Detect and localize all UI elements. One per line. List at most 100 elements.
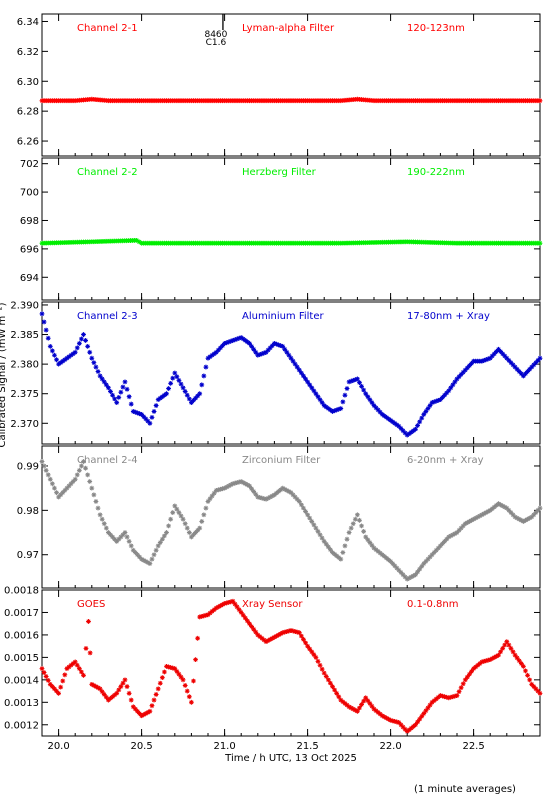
data-point (423, 558, 429, 564)
data-point (141, 557, 147, 563)
flare-class-label: C1.6 (206, 38, 227, 48)
data-point (388, 717, 393, 723)
data-point (523, 371, 528, 377)
data-point (325, 677, 331, 683)
data-point (423, 708, 429, 714)
data-point (417, 419, 423, 425)
data-point (413, 426, 418, 432)
data-point (58, 492, 64, 498)
data-point (521, 519, 526, 524)
data-point (413, 572, 418, 578)
data-point (502, 504, 508, 510)
data-point (489, 656, 495, 661)
data-point (338, 406, 344, 411)
data-point (118, 389, 124, 395)
data-point (284, 487, 290, 493)
data-point (290, 492, 296, 498)
data-point (440, 395, 445, 400)
data-point (311, 522, 317, 528)
data-point (375, 710, 381, 715)
data-point (467, 519, 472, 524)
data-point (284, 349, 290, 355)
panel-filter-label: Lyman-alpha Filter (242, 23, 335, 34)
y-tick-label: 6.28 (17, 107, 39, 118)
data-point (450, 694, 456, 700)
data-point (402, 726, 408, 732)
data-point (255, 352, 261, 358)
data-point (209, 493, 215, 499)
data-point (284, 629, 290, 634)
data-point (452, 531, 458, 537)
y-tick-label: 0.0012 (4, 720, 39, 731)
data-point (116, 395, 122, 400)
data-point (203, 364, 209, 370)
data-point (398, 570, 404, 575)
panel-1: 6.26 6.28 6.30 6.32 6.34 Channel 2-1 Lyman-alp… (17, 13, 543, 157)
data-point (454, 530, 460, 535)
data-point (172, 503, 178, 509)
data-point (384, 414, 389, 420)
data-point (174, 669, 180, 674)
data-point (201, 512, 207, 518)
data-point (292, 629, 298, 634)
data-point (446, 695, 452, 701)
data-point (379, 552, 385, 558)
data-point (257, 352, 263, 357)
data-point (462, 521, 468, 527)
data-point (367, 701, 373, 706)
data-point (218, 345, 223, 351)
data-point (261, 350, 267, 356)
x-tick-label: 21.5 (296, 741, 318, 752)
data-point (83, 646, 89, 651)
y-tick-label: 696 (20, 244, 39, 255)
data-point (253, 629, 259, 635)
panel-frame (41, 589, 541, 737)
data-point (128, 543, 134, 549)
data-point (317, 662, 323, 668)
data-point (510, 649, 516, 655)
data-point (514, 515, 520, 521)
data-point (537, 355, 543, 361)
data-point (66, 483, 72, 489)
data-point (365, 698, 371, 704)
data-point (201, 613, 207, 619)
y-tick-label: 2.385 (10, 330, 39, 341)
data-point (189, 699, 194, 705)
data-point (533, 360, 539, 366)
data-series (39, 311, 543, 438)
data-point (516, 369, 522, 374)
data-point (116, 536, 122, 542)
data-point (114, 690, 120, 696)
data-point (74, 345, 80, 351)
data-point (342, 392, 348, 398)
data-point (118, 684, 124, 689)
data-point (373, 405, 379, 411)
data-point (506, 642, 512, 648)
data-point (253, 349, 259, 355)
data-point (394, 719, 400, 725)
data-point (272, 634, 277, 640)
data-point (516, 516, 522, 522)
y-tick-label: 0.0018 (4, 586, 39, 597)
data-point (168, 665, 174, 670)
data-point (386, 557, 391, 563)
data-point (151, 552, 157, 558)
data-point (278, 487, 284, 493)
data-point (392, 563, 398, 569)
data-point (124, 684, 130, 689)
data-point (411, 724, 416, 729)
data-point (479, 659, 485, 665)
data-point (325, 406, 331, 411)
data-point (193, 657, 198, 663)
data-point (170, 510, 176, 515)
data-point (236, 479, 242, 485)
panel-channel-label: GOES (77, 599, 105, 610)
data-point (394, 422, 400, 428)
data-point (153, 692, 159, 697)
data-point (334, 553, 340, 559)
data-point (189, 534, 194, 540)
data-point (288, 355, 294, 361)
data-point (81, 332, 86, 337)
data-point (255, 494, 261, 500)
data-point (429, 400, 435, 405)
